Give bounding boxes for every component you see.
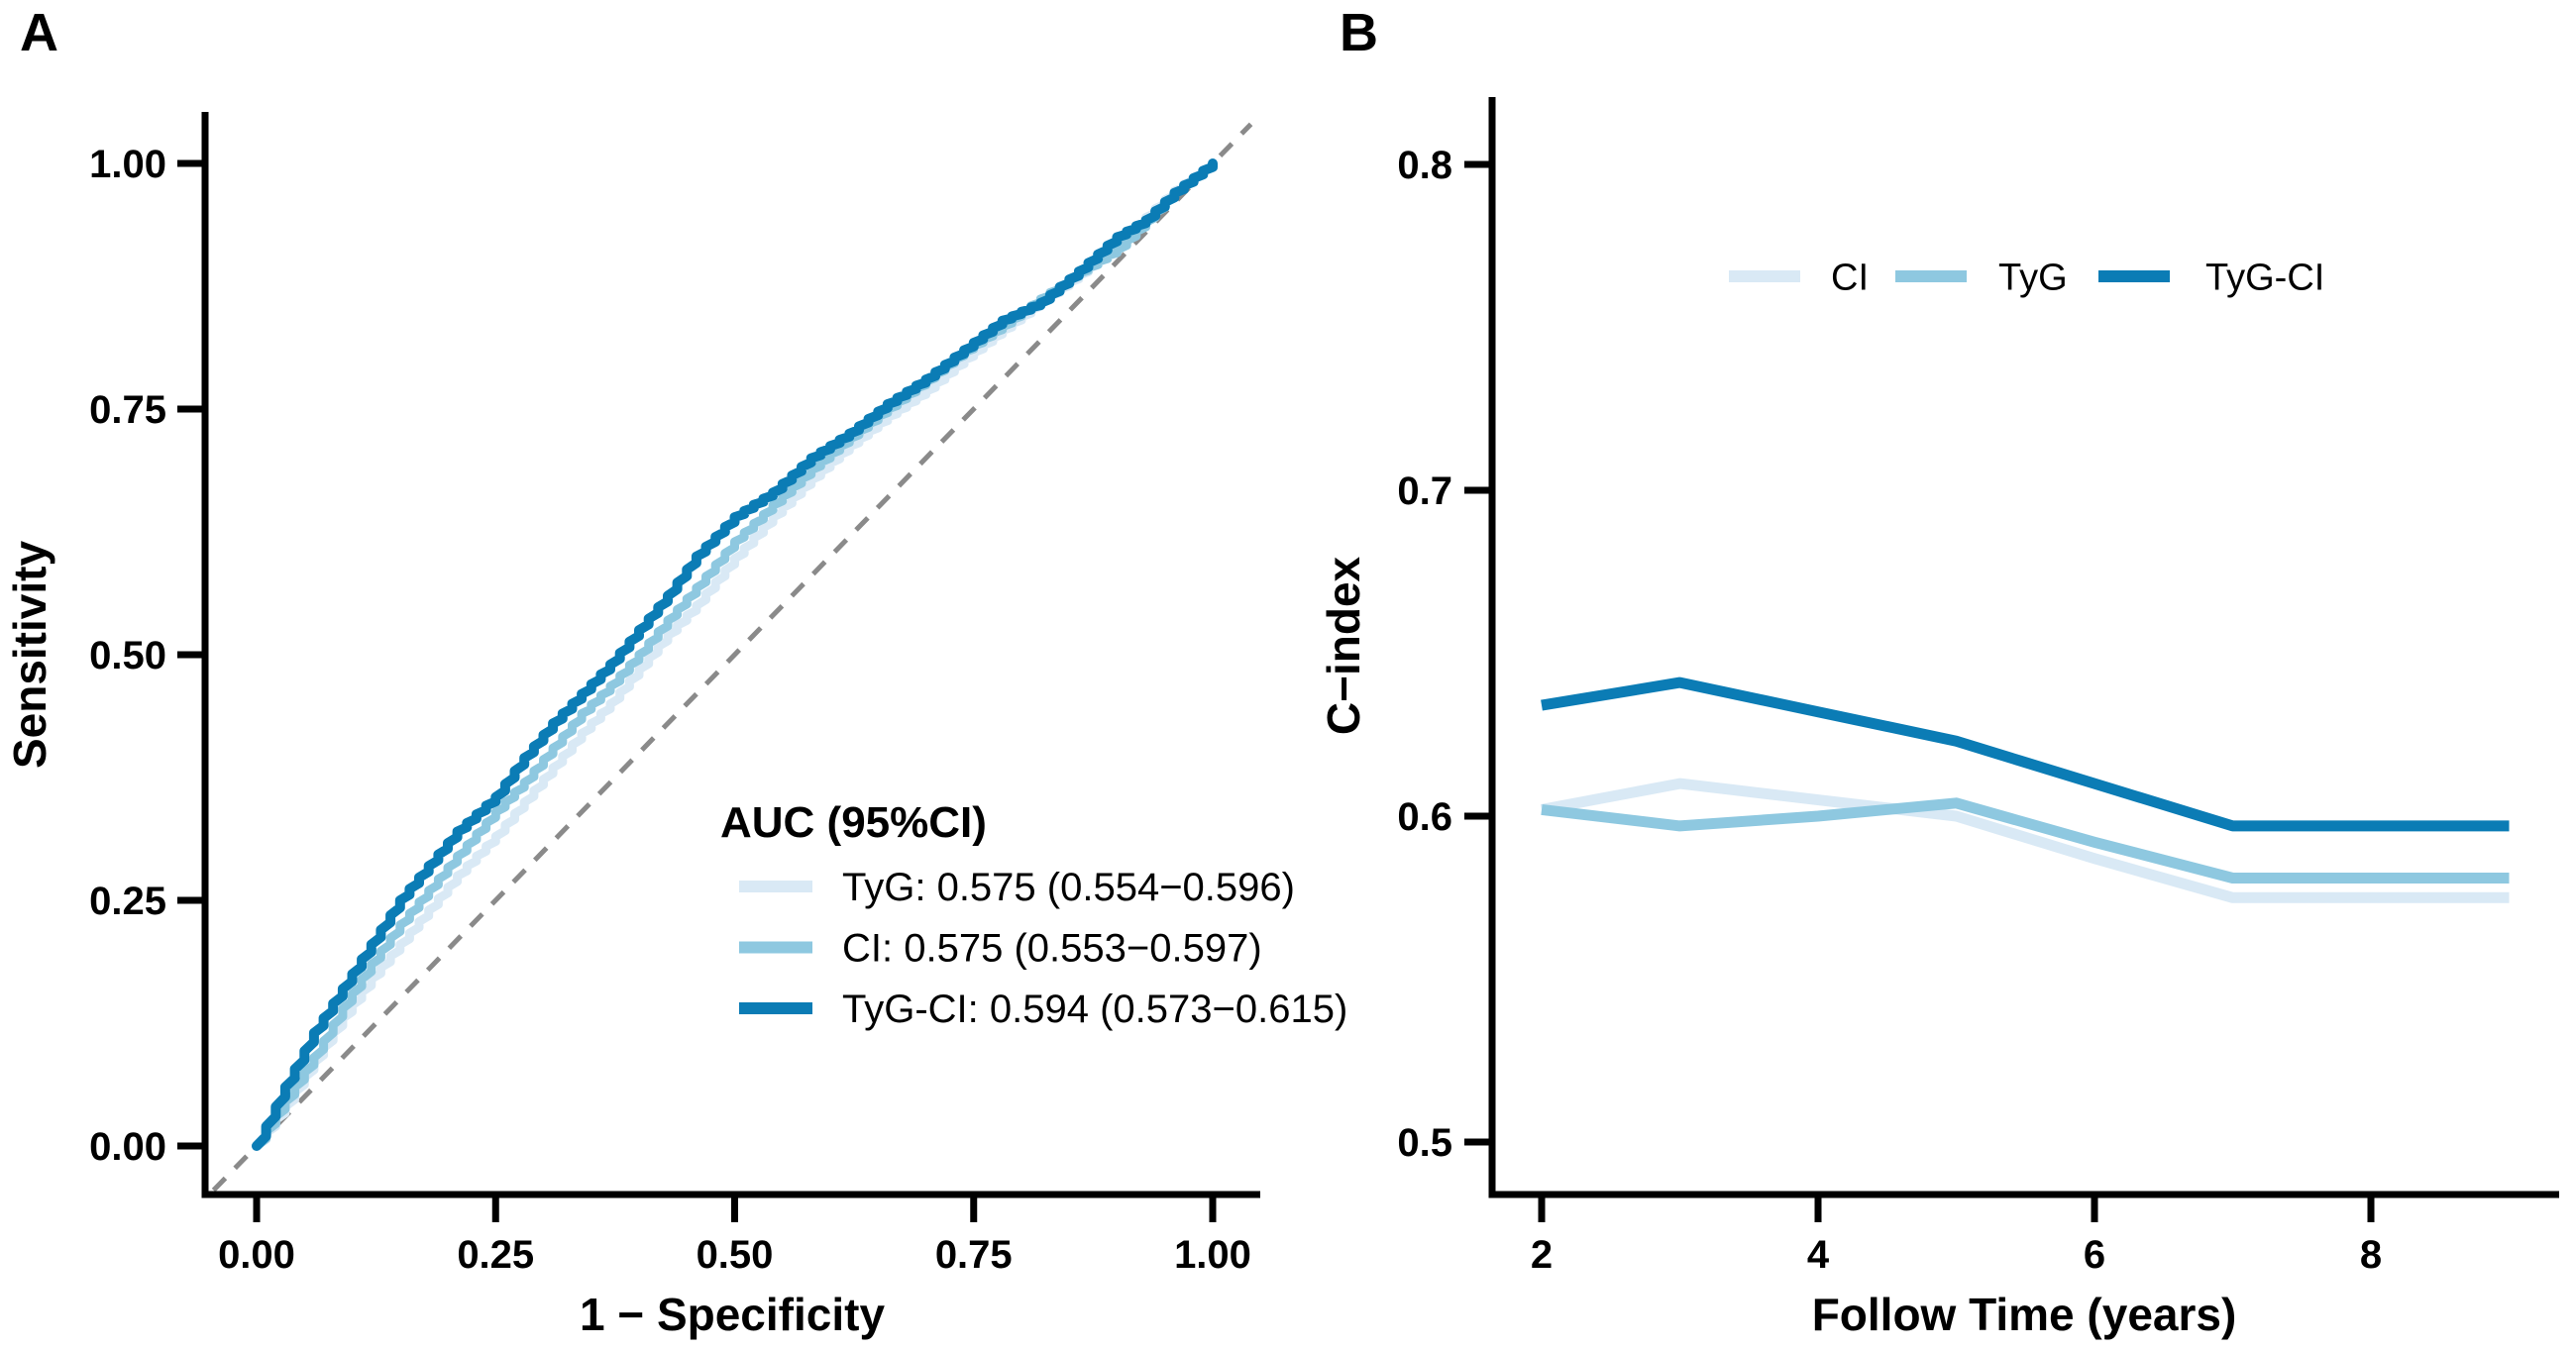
panel-a-legend-label-tyg: TyG: 0.575 (0.554−0.596) — [842, 866, 1295, 909]
panel-a-x-axis-title: 1 − Specificity — [580, 1289, 886, 1340]
panel-b-x-tick-label: 2 — [1531, 1233, 1553, 1277]
panel-a-y-axis-title: Sensitivity — [4, 541, 55, 770]
panel-b-label: B — [1340, 3, 1378, 62]
panel-b-legend-label-ci: CI — [1831, 257, 1869, 298]
panel-a-y-tick-label: 0.50 — [89, 634, 166, 677]
panel-a-y-tick-label: 0.75 — [89, 388, 166, 432]
panel-b-y-axis-title: C−index — [1318, 556, 1369, 735]
panel-a-y-tick-label: 0.00 — [89, 1125, 166, 1169]
panel-a-y-tick-label: 1.00 — [89, 143, 166, 186]
panel-b-y-tick-label: 0.6 — [1397, 795, 1452, 839]
panel-a-label: A — [20, 3, 58, 62]
panel-a-x-tick-label: 0.00 — [218, 1233, 295, 1277]
panel-a-legend-label-tyg-ci: TyG-CI: 0.594 (0.573−0.615) — [842, 988, 1347, 1031]
roc-diagonal-reference-line — [211, 122, 1253, 1193]
panel-a-legend-title: AUC (95%CI) — [720, 798, 987, 847]
panel-a-x-tick-label: 0.75 — [935, 1233, 1013, 1277]
panel-b-legend-label-tyg-ci: TyG-CI — [2205, 257, 2324, 298]
cindex-line-tyg — [1541, 797, 2510, 884]
panel-b-legend-label-tyg: TyG — [1998, 257, 2068, 298]
panel-a-y-tick-label: 0.25 — [89, 880, 166, 923]
cindex-line-ci — [1540, 778, 2510, 903]
panel-b-y-tick-label: 0.8 — [1397, 144, 1452, 187]
panel-b-y-tick-label: 0.7 — [1397, 469, 1452, 513]
panel-b-x-axis-title: Follow Time (years) — [1812, 1289, 2237, 1340]
cindex-line-tyg-ci — [1541, 676, 2510, 832]
panel-b-x-tick-label: 6 — [2084, 1233, 2105, 1277]
panel-a-legend-label-ci: CI: 0.575 (0.553−0.597) — [842, 927, 1262, 971]
panel-a-x-tick-label: 0.25 — [457, 1233, 534, 1277]
roc-curve-tyg-ci — [252, 158, 1218, 1151]
panel-a-x-tick-label: 0.50 — [697, 1233, 774, 1277]
panel-b-x-tick-label: 8 — [2360, 1233, 2382, 1277]
panel-b-y-tick-label: 0.5 — [1397, 1121, 1452, 1165]
panel-b-x-tick-label: 4 — [1807, 1233, 1830, 1277]
panel-a-x-tick-label: 1.00 — [1174, 1233, 1251, 1277]
